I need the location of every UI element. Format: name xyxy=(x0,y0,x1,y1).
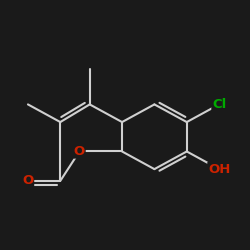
Text: O: O xyxy=(74,145,85,158)
Text: Cl: Cl xyxy=(212,98,226,111)
Text: OH: OH xyxy=(208,162,230,175)
Text: O: O xyxy=(22,174,34,188)
